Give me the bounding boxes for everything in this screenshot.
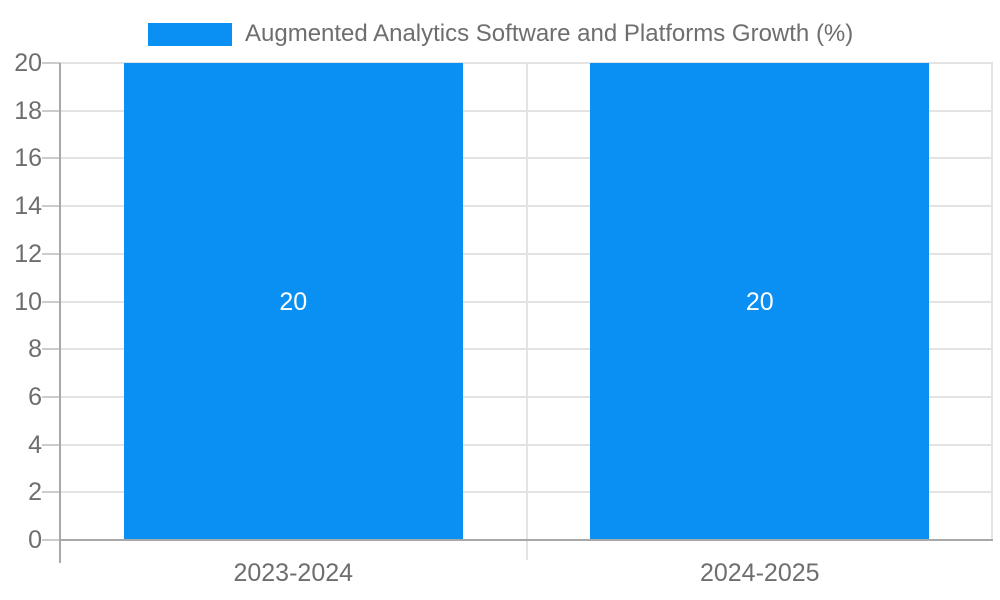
y-axis-tick [42,205,60,208]
legend: Augmented Analytics Software and Platfor… [148,20,853,48]
y-axis-tick-label: 14 [14,192,42,221]
category-separator [525,63,528,560]
legend-label: Augmented Analytics Software and Platfor… [245,20,854,47]
x-axis-line [59,539,993,541]
y-axis-tick-label: 4 [28,430,42,459]
bar-value-label: 20 [745,287,774,316]
bar [590,63,930,540]
y-axis-tick-label: 2 [28,478,42,507]
y-axis-tick [42,252,60,255]
y-axis-tick-label: 18 [14,96,42,125]
y-axis-tick [42,348,60,351]
y-axis-tick [42,491,60,494]
y-axis-tick [42,62,60,64]
y-axis-tick-label: 20 [14,49,42,77]
y-axis-tick [42,300,60,303]
y-axis-tick-label: 10 [14,287,42,316]
bar [123,63,463,540]
y-axis-line [59,63,61,563]
plot-right-border [991,63,993,540]
y-axis-tick [42,395,60,398]
y-axis-tick-label: 12 [14,239,42,268]
y-axis-tick [42,157,60,160]
x-axis-category-label: 2024-2025 [699,559,820,587]
x-axis-category-label: 2023-2024 [233,559,354,587]
legend-swatch [148,22,232,46]
y-axis-tick-label: 8 [28,335,42,364]
y-axis-tick [42,109,60,112]
y-axis-tick [42,539,60,541]
y-axis-tick-label: 16 [14,144,42,173]
bar-value-label: 20 [279,287,308,316]
y-axis-tick [42,443,60,446]
y-axis-tick-label: 0 [28,526,42,554]
y-axis-tick-label: 6 [28,382,42,411]
